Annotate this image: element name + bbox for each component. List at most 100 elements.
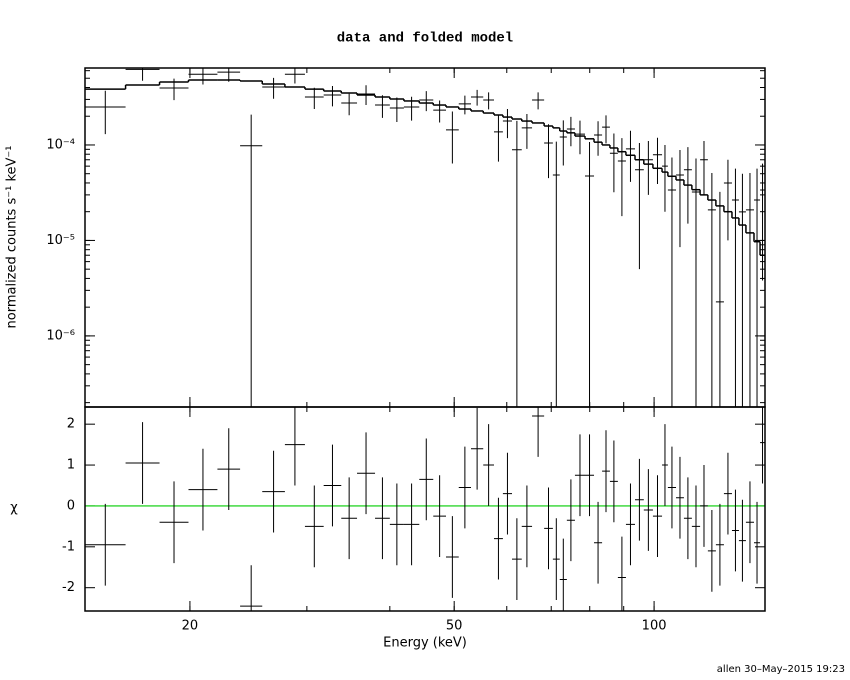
- data-point: [341, 93, 358, 116]
- data-point: [602, 430, 610, 513]
- data-point: [284, 68, 305, 84]
- data-point: [483, 424, 494, 506]
- data-point: [532, 92, 545, 110]
- data-point: [731, 168, 739, 407]
- x-tick-label: 50: [446, 619, 463, 634]
- y-tick-label: 10⁻⁶: [46, 328, 75, 343]
- data-point: [458, 446, 471, 529]
- data-point: [691, 158, 701, 407]
- data-point: [512, 120, 522, 407]
- data-point: [357, 432, 376, 515]
- data-point: [85, 503, 126, 586]
- y-axis-label: χ: [10, 501, 18, 516]
- data-point: [738, 173, 746, 407]
- x-tick-label: 20: [182, 619, 199, 634]
- x-axis-label: Energy (keV): [383, 636, 467, 651]
- data-point: [445, 111, 459, 164]
- data-point: [683, 477, 692, 560]
- data-point: [532, 407, 545, 457]
- data-point: [676, 456, 684, 539]
- data-point: [609, 133, 618, 193]
- data-point: [700, 141, 708, 195]
- data-point: [284, 407, 305, 486]
- data-point: [188, 68, 218, 85]
- data-point: [760, 163, 765, 281]
- data-point: [419, 91, 434, 112]
- footer: allen 30–May–2015 19:23: [717, 664, 845, 675]
- data-point: [502, 109, 513, 139]
- data-point: [483, 92, 494, 110]
- data-point: [323, 444, 342, 527]
- data-point: [707, 172, 716, 407]
- data-point: [652, 475, 663, 558]
- data-point: [574, 434, 586, 517]
- data-point: [566, 479, 575, 562]
- data-point: [643, 469, 653, 551]
- data-point: [512, 518, 522, 600]
- data-point: [745, 481, 754, 564]
- data-point: [652, 137, 663, 185]
- data-point: [493, 114, 503, 162]
- data-point: [667, 446, 677, 529]
- data-point: [715, 503, 724, 586]
- data-point: [723, 452, 732, 535]
- data-point: [753, 501, 761, 584]
- data-point: [617, 536, 626, 611]
- data-point: [458, 95, 471, 115]
- y-tick-label: 10⁻⁵: [46, 233, 75, 248]
- data-point: [521, 485, 533, 568]
- data-point: [662, 424, 668, 506]
- data-point: [188, 448, 218, 531]
- data-point: [433, 475, 446, 558]
- data-point: [240, 114, 263, 407]
- data-point: [375, 95, 390, 118]
- y-tick-label: 2: [67, 417, 75, 432]
- data-point: [585, 434, 595, 517]
- data-point: [217, 428, 241, 511]
- data-point: [643, 141, 653, 195]
- y-tick-label: 0: [67, 498, 75, 513]
- data-point: [85, 90, 126, 135]
- data-point: [389, 97, 404, 122]
- data-point: [125, 68, 160, 81]
- data-point: [389, 483, 404, 566]
- data-point: [341, 477, 358, 560]
- data-point: [125, 422, 160, 504]
- data-point: [262, 450, 285, 533]
- data-point: [691, 485, 701, 568]
- data-point: [433, 100, 446, 123]
- data-point: [753, 168, 761, 407]
- data-point: [323, 86, 342, 107]
- y-tick-label: -2: [62, 580, 75, 595]
- data-point: [625, 483, 636, 566]
- data-point: [662, 144, 668, 212]
- data-point: [375, 477, 390, 560]
- data-point: [552, 518, 560, 600]
- data-point: [715, 191, 724, 407]
- data-point: [566, 116, 575, 147]
- data-point: [544, 124, 553, 179]
- data-point: [419, 438, 434, 521]
- data-point: [723, 159, 732, 241]
- chart-title: data and folded model: [337, 31, 513, 47]
- data-point: [585, 142, 595, 407]
- y-tick-label: 1: [67, 458, 75, 473]
- data-point: [738, 499, 746, 582]
- data-point: [521, 114, 533, 149]
- data-point: [240, 565, 263, 611]
- data-point: [470, 89, 484, 106]
- data-point: [544, 487, 553, 570]
- data-point: [574, 120, 586, 155]
- x-tick-label: 100: [642, 619, 667, 634]
- data-point: [745, 172, 754, 407]
- data-point: [731, 489, 739, 572]
- data-point: [700, 465, 708, 547]
- y-axis-label: normalized counts s⁻¹ keV⁻¹: [5, 146, 20, 329]
- data-point: [559, 120, 567, 166]
- data-point: [602, 115, 610, 144]
- data-point: [594, 501, 603, 584]
- data-point: [304, 485, 324, 568]
- y-tick-label: 10⁻⁴: [46, 137, 75, 152]
